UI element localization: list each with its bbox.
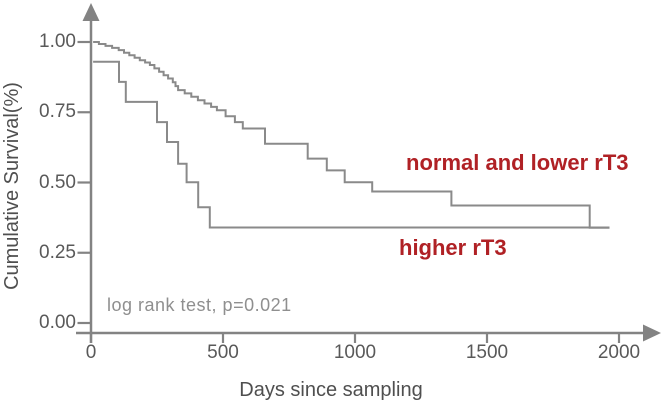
y-tick-label: 0.25 [39,241,76,263]
x-tick-label: 500 [207,342,239,363]
survival-curve-higher-rt3 [93,60,610,229]
x-tick-label: 1000 [333,342,377,363]
y-tick-label: 0.00 [39,312,76,333]
y-axis-title: Cumulative Survival(%) [1,82,23,290]
x-tick-label: 0 [85,342,97,363]
curve-label-normal-and-lower-rt3: normal and lower rT3 [406,150,629,175]
y-tick-label: 0.75 [39,101,76,123]
curve-label-higher-rt3: higher rT3 [399,235,507,260]
x-tick-label: 1500 [465,342,509,363]
x-axis-arrow-icon [643,324,661,342]
x-axis-title: Days since sampling [239,379,423,401]
y-axis-arrow-icon [82,3,100,21]
y-tick-label: 0.50 [39,171,76,193]
log-rank-annotation: log rank test, p=0.021 [107,295,292,315]
survival-curve-normal-and-lower-rt3 [93,41,610,229]
y-tick-label: 1.00 [39,31,76,52]
x-tick-label: 2000 [597,342,641,363]
